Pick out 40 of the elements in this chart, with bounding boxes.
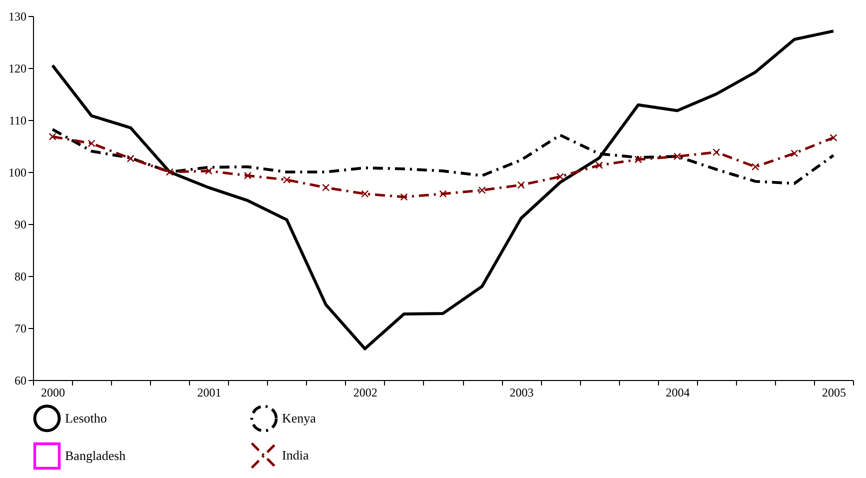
point	[48, 132, 56, 140]
point	[88, 140, 96, 148]
legend-label: Kenya	[282, 410, 316, 426]
point	[674, 152, 682, 160]
y-tick-label: 90	[14, 218, 26, 232]
x-tick-label: 2003	[510, 386, 534, 400]
x-tick-label: 2002	[353, 386, 378, 400]
line-series	[51, 30, 835, 350]
point	[517, 181, 525, 189]
x-tick-label: 2001	[197, 386, 222, 400]
point	[634, 156, 642, 164]
point	[126, 154, 134, 162]
point	[283, 176, 291, 184]
point	[322, 184, 330, 192]
point	[712, 148, 720, 156]
point	[439, 190, 447, 198]
point	[790, 150, 798, 158]
y-tick-label: 60	[14, 374, 26, 388]
point	[830, 134, 838, 142]
point	[244, 172, 252, 180]
x-tick-label: 2000	[41, 386, 66, 400]
legend-label: India	[282, 448, 309, 462]
point	[400, 193, 408, 201]
y-tick-label: 100	[8, 166, 26, 180]
y-tick-label: 130	[8, 10, 26, 24]
point	[556, 172, 564, 180]
point	[752, 163, 760, 171]
point	[595, 161, 603, 169]
point	[204, 167, 212, 175]
x-tick-label: 2004	[666, 386, 690, 400]
y-tick-label: 80	[14, 270, 26, 284]
y-tick-label: 120	[8, 62, 26, 76]
x-tick-label: 2005	[822, 386, 846, 400]
point	[166, 168, 174, 176]
point	[361, 190, 369, 198]
y-tick-label: 110	[8, 114, 26, 128]
point	[478, 186, 486, 194]
y-tick-label: 70	[14, 322, 26, 336]
legend-label: Lesotho	[65, 410, 107, 426]
legend-label: Bangladesh	[65, 448, 126, 463]
